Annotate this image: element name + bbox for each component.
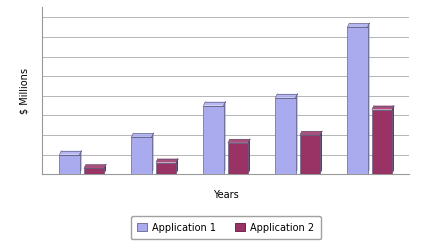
Polygon shape — [224, 102, 225, 174]
Polygon shape — [320, 131, 322, 174]
FancyBboxPatch shape — [60, 155, 80, 174]
Polygon shape — [80, 151, 81, 174]
X-axis label: Years: Years — [213, 189, 239, 200]
Legend: Application 1, Application 2: Application 1, Application 2 — [130, 216, 321, 240]
Polygon shape — [276, 94, 298, 98]
FancyBboxPatch shape — [203, 106, 224, 174]
Polygon shape — [228, 139, 250, 143]
FancyBboxPatch shape — [228, 143, 248, 174]
FancyBboxPatch shape — [132, 137, 151, 174]
FancyBboxPatch shape — [347, 27, 368, 174]
Polygon shape — [104, 165, 106, 174]
Polygon shape — [151, 133, 154, 174]
FancyBboxPatch shape — [276, 98, 295, 174]
FancyBboxPatch shape — [156, 163, 176, 174]
Polygon shape — [372, 106, 394, 110]
Polygon shape — [248, 139, 250, 174]
Polygon shape — [176, 159, 178, 174]
Polygon shape — [295, 94, 298, 174]
FancyBboxPatch shape — [84, 168, 104, 174]
Y-axis label: $ Millions: $ Millions — [20, 68, 30, 114]
Polygon shape — [156, 159, 178, 163]
Polygon shape — [132, 133, 154, 137]
Polygon shape — [60, 151, 81, 155]
Polygon shape — [300, 131, 322, 135]
FancyBboxPatch shape — [372, 110, 392, 174]
Polygon shape — [392, 106, 394, 174]
Polygon shape — [84, 165, 106, 168]
Polygon shape — [203, 102, 225, 106]
FancyBboxPatch shape — [300, 135, 320, 174]
Polygon shape — [347, 23, 369, 27]
Polygon shape — [368, 23, 369, 174]
